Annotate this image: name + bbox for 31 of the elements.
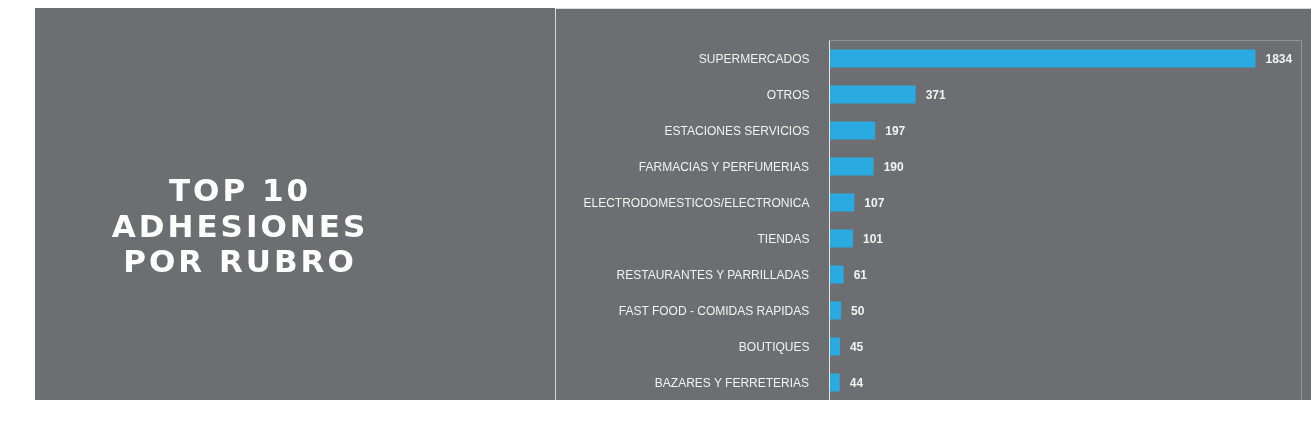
- bar: [829, 265, 844, 284]
- bar: [829, 157, 874, 176]
- data-label: 101: [862, 232, 884, 246]
- data-label: 197: [885, 124, 906, 138]
- y-tick-label: ESTACIONES SERVICIOS: [664, 123, 810, 138]
- bar: [829, 337, 840, 356]
- bar: [829, 121, 876, 140]
- y-tick-label: FARMACIAS Y PERFUMERIAS: [638, 159, 810, 174]
- bar: [829, 373, 840, 392]
- y-tick-label: TIENDAS: [757, 231, 810, 246]
- data-label: 371: [925, 88, 947, 102]
- bar: [829, 301, 842, 320]
- y-tick-label: SUPERMERCADOS: [698, 51, 810, 66]
- y-tick-label: BAZARES Y FERRETERIAS: [654, 375, 810, 390]
- data-label: 107: [864, 196, 885, 210]
- bar: [829, 49, 1256, 68]
- data-label: 45: [849, 340, 864, 354]
- bar: [829, 193, 855, 212]
- bar: [829, 85, 916, 104]
- y-tick-label: RESTAURANTES Y PARRILLADAS: [616, 267, 810, 282]
- data-label: 44: [849, 376, 864, 390]
- data-label: 61: [853, 268, 868, 282]
- data-label: 50: [851, 304, 865, 318]
- text: TOP 10 ADHESIONES POR RUBRO: [111, 172, 369, 280]
- y-tick-label: BOUTIQUES: [738, 339, 810, 354]
- data-label: 1834: [1265, 52, 1293, 66]
- bar: [829, 229, 853, 248]
- y-tick-label: ELECTRODOMESTICOS/ELECTRONICA: [583, 195, 810, 210]
- y-tick-label: OTROS: [766, 87, 810, 102]
- data-label: 190: [883, 160, 904, 174]
- y-tick-label: FAST FOOD - COMIDAS RAPIDAS: [618, 303, 810, 318]
